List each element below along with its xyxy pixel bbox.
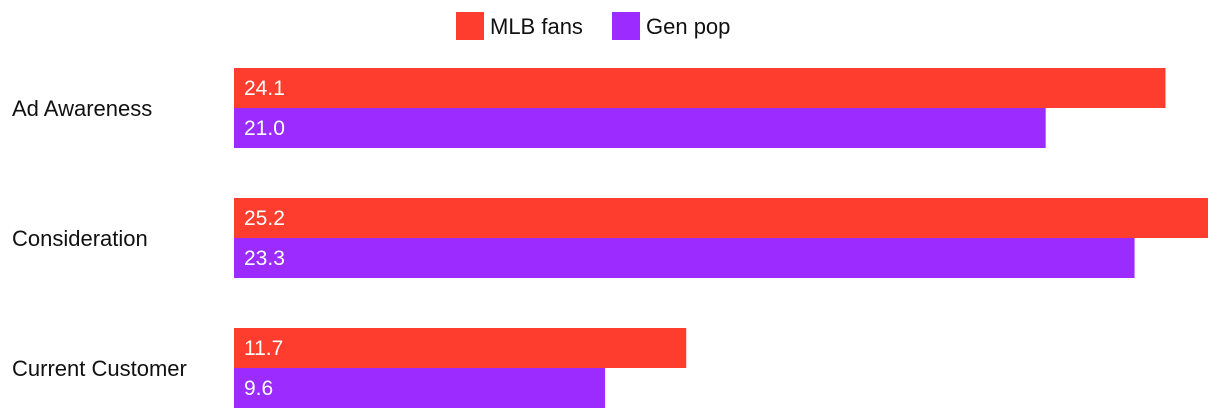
bar-gen-pop-ad-awareness — [234, 108, 1046, 148]
data-label-gen-pop-consideration: 23.3 — [244, 247, 285, 270]
data-label-gen-pop-current-customer: 9.6 — [244, 377, 273, 400]
bar-mlb-fans-current-customer — [234, 328, 687, 368]
value-labels: 24.1 21.0 25.2 23.3 11.7 9.6 — [244, 77, 285, 400]
bar-gen-pop-current-customer — [234, 368, 606, 408]
data-label-mlb-fans-ad-awareness: 24.1 — [244, 77, 285, 100]
category-label-consideration: Consideration — [12, 226, 148, 251]
bar-gen-pop-consideration — [234, 238, 1135, 278]
legend-label-gen-pop: Gen pop — [646, 14, 730, 39]
legend-label-mlb-fans: MLB fans — [490, 14, 583, 39]
category-labels: Ad Awareness Consideration Current Custome… — [12, 96, 187, 381]
bar-mlb-fans-ad-awareness — [234, 68, 1166, 108]
legend: MLB fans Gen pop — [456, 12, 730, 40]
category-label-current-customer: Current Customer — [12, 356, 187, 381]
bar-mlb-fans-consideration — [234, 198, 1208, 238]
bars — [234, 68, 1208, 408]
legend-swatch-mlb-fans — [456, 12, 484, 40]
data-label-mlb-fans-consideration: 25.2 — [244, 207, 285, 230]
legend-swatch-gen-pop — [612, 12, 640, 40]
data-label-gen-pop-ad-awareness: 21.0 — [244, 117, 285, 140]
data-label-mlb-fans-current-customer: 11.7 — [244, 337, 283, 360]
category-label-ad-awareness: Ad Awareness — [12, 96, 152, 121]
